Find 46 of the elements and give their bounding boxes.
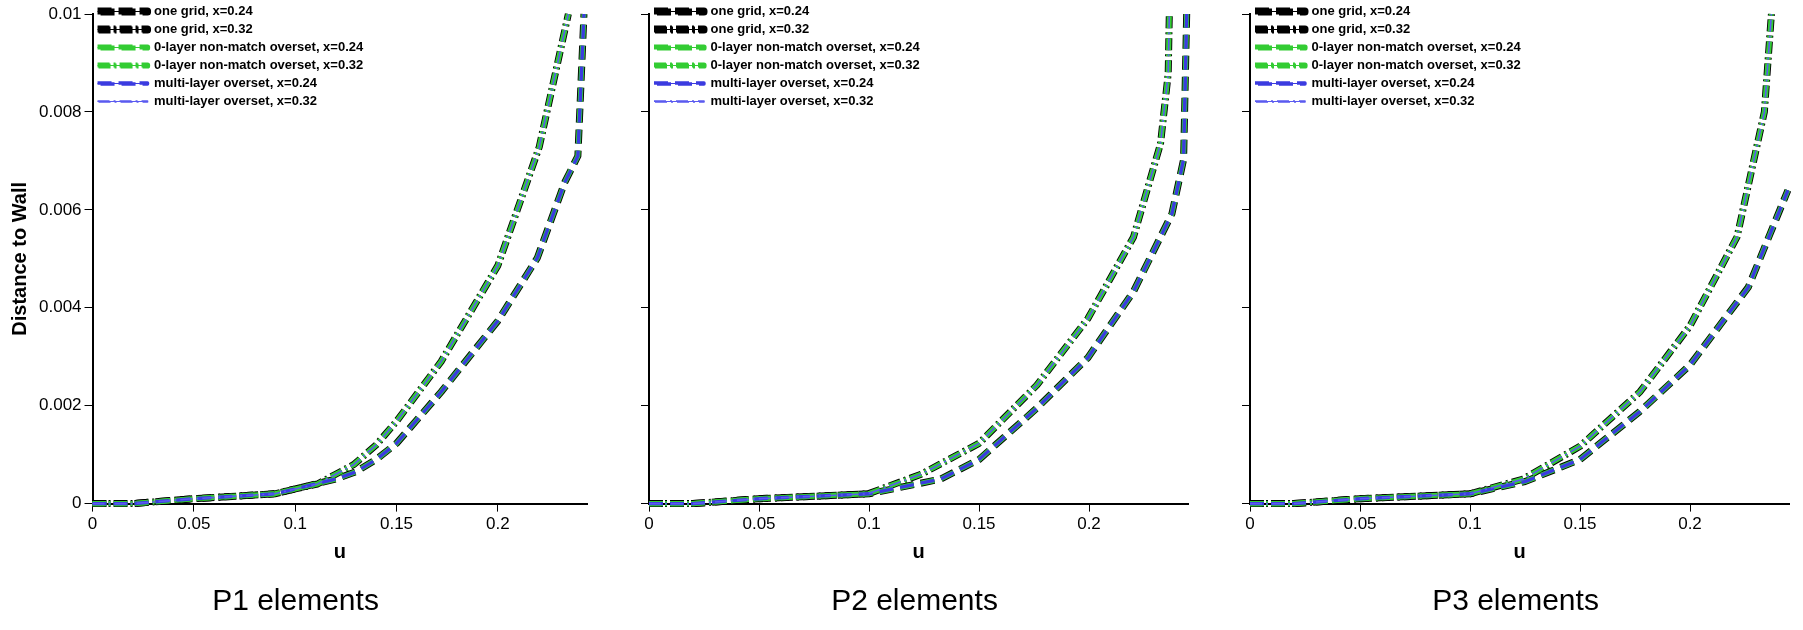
x-tick-label: 0.05 (177, 514, 211, 534)
text: P1 elements (212, 583, 379, 617)
y-tick-label: 0.01 (48, 3, 82, 23)
y-tick-label: 0.004 (38, 297, 82, 317)
legend-label: multi-layer overset, x=0.32 (710, 93, 874, 109)
y-tick-label: 0.006 (38, 199, 82, 219)
y-tick-label: 0.002 (38, 395, 82, 415)
legend-label: one grid, x=0.24 (710, 3, 810, 19)
legend-label: multi-layer overset, x=0.24 (710, 75, 875, 91)
x-tick-label: 0.1 (857, 514, 881, 534)
x-axis-title: u (333, 539, 346, 562)
x-tick-label: 0.05 (1343, 514, 1377, 534)
x-axis-title: u (1513, 539, 1526, 562)
legend-label: 0-layer non-match overset, x=0.24 (154, 39, 364, 55)
y-tick-label: 0 (72, 493, 82, 513)
legend-label: one grid, x=0.32 (1311, 21, 1411, 37)
y-axis-title: Distance to Wall (7, 181, 30, 336)
x-tick-label: 0.1 (283, 514, 308, 534)
legend-label: 0-layer non-match overset, x=0.24 (1311, 39, 1522, 55)
x-tick-label: 0.2 (1077, 514, 1101, 534)
legend-label: multi-layer overset, x=0.32 (154, 93, 317, 109)
legend-label: one grid, x=0.32 (154, 21, 253, 37)
x-tick-label: 0.15 (962, 514, 996, 534)
x-tick-label: 0.2 (486, 514, 510, 534)
x-axis-title: u (912, 539, 925, 562)
legend-label: multi-layer overset, x=0.32 (1311, 93, 1475, 109)
x-tick-label: 0.05 (742, 514, 776, 534)
legend-label: 0-layer non-match overset, x=0.24 (710, 39, 921, 55)
text: P3 elements (1432, 583, 1599, 617)
y-tick-label: 0.008 (38, 101, 82, 121)
x-tick-label: 0.15 (1563, 514, 1597, 534)
x-tick-label: 0.1 (1458, 514, 1482, 534)
legend-label: multi-layer overset, x=0.24 (1311, 75, 1476, 91)
x-tick-label: 0.15 (379, 514, 414, 534)
legend-label: one grid, x=0.24 (1311, 3, 1411, 19)
legend-label: multi-layer overset, x=0.24 (154, 75, 318, 91)
x-tick-label: 0 (644, 514, 654, 534)
x-tick-label: 0 (87, 514, 98, 534)
legend-label: one grid, x=0.24 (154, 3, 254, 19)
x-tick-label: 0.2 (1678, 514, 1702, 534)
legend-label: 0-layer non-match overset, x=0.32 (154, 57, 364, 73)
legend-label: one grid, x=0.32 (710, 21, 810, 37)
text: P2 elements (831, 583, 998, 617)
legend-label: 0-layer non-match overset, x=0.32 (1311, 57, 1521, 73)
legend-label: 0-layer non-match overset, x=0.32 (710, 57, 920, 73)
x-tick-label: 0 (1245, 514, 1255, 534)
